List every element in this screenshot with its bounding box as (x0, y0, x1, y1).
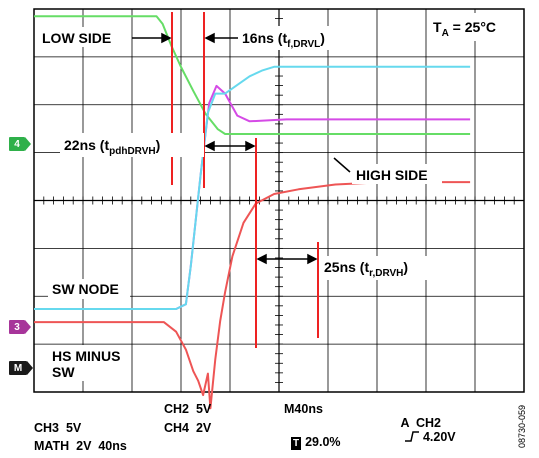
ch2-scale: CH2 5V (164, 402, 212, 416)
math-channel-marker[interactable]: M (9, 361, 33, 375)
sw-node-label: SW NODE (52, 281, 119, 297)
pdh-annotation: 22ns (tpdhDRVH) (64, 137, 160, 157)
trigger-position: T 29.0% (290, 435, 341, 450)
fall-left-arrowhead (161, 32, 172, 44)
trace-ch-4 (34, 15, 471, 135)
trigger-position-icon: T (290, 437, 302, 450)
traces (34, 15, 471, 410)
sw-node-bg (48, 279, 130, 299)
high-side-pointer (333, 157, 351, 173)
rise-annot-bg (320, 256, 442, 280)
ch4-scale: CH4 2V (164, 421, 212, 435)
rise-arrowhead-right (307, 253, 318, 265)
rise-annotation: 25ns (tr,DRVH) (324, 259, 408, 279)
pdh-arrowhead-left (204, 140, 215, 152)
trigger-setting: A CH2 4.20V (400, 416, 456, 444)
high-side-label: HIGH SIDE (356, 167, 428, 183)
pdh-annot-bg (60, 133, 204, 157)
trace-ch-math (34, 181, 471, 410)
timebase: M40ns (284, 402, 323, 416)
channel-3-marker[interactable]: 3 (9, 320, 31, 334)
rise-arrowhead-left (256, 253, 267, 265)
temp-bg (430, 13, 520, 41)
low-side-label: LOW SIDE (42, 30, 111, 46)
pdh-arrowhead-right (245, 140, 256, 152)
fall-annotation: 16ns (tf,DRVL) (242, 30, 325, 50)
hs-minus-sw-label: SW (52, 364, 75, 380)
high-side-bg (352, 164, 442, 184)
rising-edge-icon (404, 431, 419, 442)
fall-right-arrowhead (204, 32, 215, 44)
temp-label: TA = 25°C (433, 19, 496, 39)
math-scale: MATH 2V 40ns (34, 439, 127, 453)
hs-minus-bg (48, 345, 126, 381)
fall-annot-bg (238, 26, 358, 50)
figure-id: 08730-059 (517, 404, 527, 448)
ch3-scale: CH3 5V (34, 421, 82, 435)
trace-ch-2 (34, 65, 471, 310)
hs-minus-label: HS MINUS (52, 348, 120, 364)
annotations: TA = 25°C LOW SIDE 16ns (tf,DRVL) 22ns (… (38, 12, 520, 381)
channel-4-marker[interactable]: 4 (9, 137, 31, 151)
low-side-bg (38, 27, 128, 47)
